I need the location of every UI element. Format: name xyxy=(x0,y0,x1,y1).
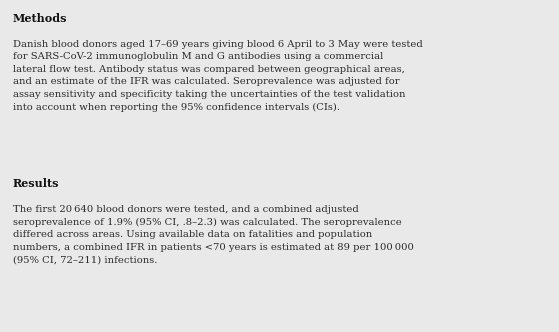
Text: Danish blood donors aged 17–69 years giving blood 6 April to 3 May were tested
f: Danish blood donors aged 17–69 years giv… xyxy=(13,40,423,112)
Text: The first 20 640 blood donors were tested, and a combined adjusted
seroprevalenc: The first 20 640 blood donors were teste… xyxy=(13,205,414,264)
Text: Results: Results xyxy=(13,178,59,189)
Text: Methods: Methods xyxy=(13,13,68,24)
